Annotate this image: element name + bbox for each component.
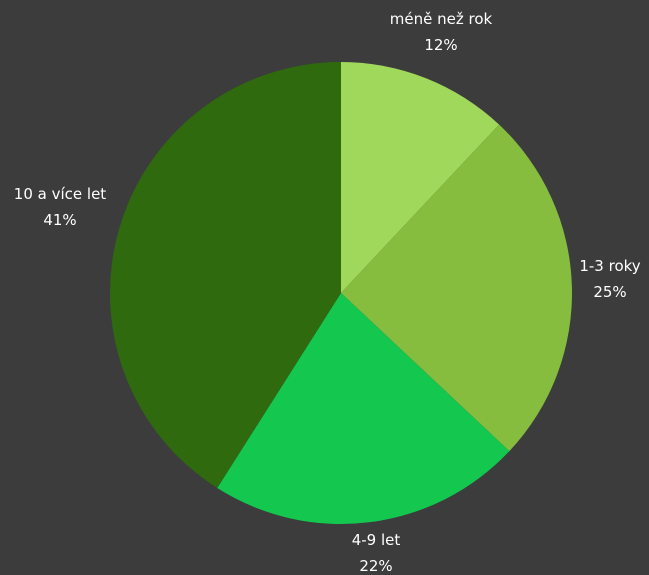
slice-label: méně než rok <box>390 10 493 28</box>
pie-slice <box>109 62 341 489</box>
slice-percent-label: 25% <box>593 283 626 301</box>
slice-label: 10 a více let <box>14 185 106 203</box>
slice-percent-label: 41% <box>43 211 76 229</box>
slice-percent-label: 12% <box>424 36 457 54</box>
pie-labels: méně než rok 12% 1-3 roky 25% 4-9 let 22% 10 a… <box>14 10 641 575</box>
slice-percent-label: 22% <box>359 557 392 575</box>
slice-label: 4-9 let <box>352 531 401 549</box>
pie-slice <box>341 124 572 452</box>
pie-slices <box>109 62 572 525</box>
slice-label: 1-3 roky <box>579 257 640 275</box>
pie-slice <box>217 293 510 525</box>
pie-slice <box>341 62 500 293</box>
